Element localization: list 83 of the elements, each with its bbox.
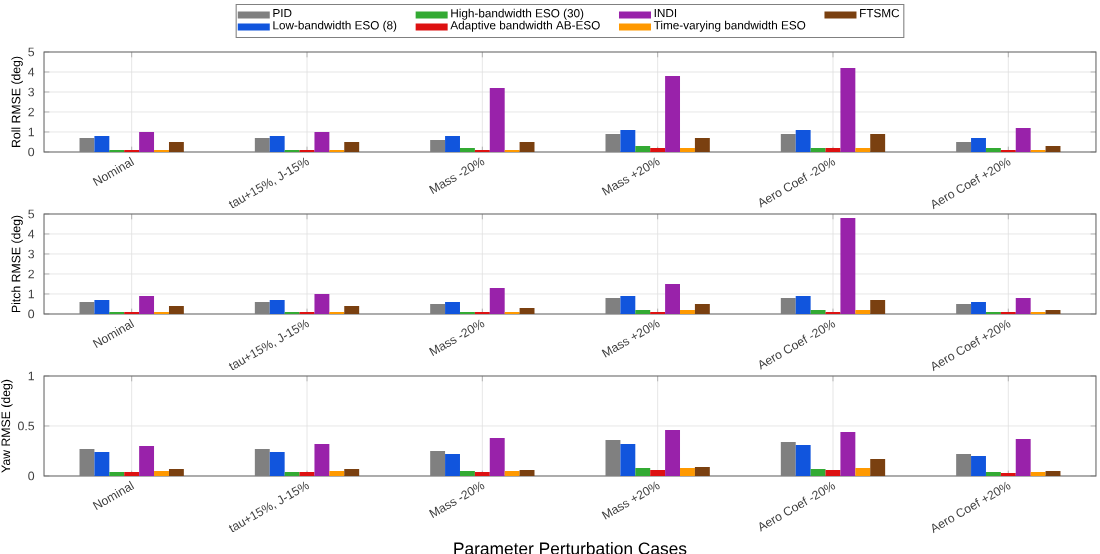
bar: [344, 141, 360, 152]
bar: [344, 468, 360, 476]
bar: [168, 305, 184, 314]
bar: [430, 450, 446, 476]
bar: [795, 444, 811, 476]
bar: [269, 299, 285, 314]
bar: [168, 468, 184, 476]
bar: [840, 67, 856, 152]
bar: [329, 470, 345, 476]
bar: [489, 87, 505, 152]
bar: [519, 469, 535, 476]
bar: [139, 131, 155, 152]
bar: [94, 451, 110, 476]
bar: [489, 287, 505, 314]
bar: [635, 467, 651, 476]
bar: [620, 443, 636, 476]
bar: [780, 133, 796, 152]
bar: [956, 141, 972, 152]
bar: [139, 295, 155, 314]
bar: [489, 437, 505, 476]
bar: [79, 448, 95, 476]
bar: [795, 295, 811, 314]
bar: [795, 129, 811, 152]
x-axis-title: Parameter Perturbation Cases: [454, 541, 687, 554]
bar: [430, 303, 446, 314]
bar: [344, 305, 360, 314]
bar: [1015, 438, 1031, 476]
bar: [780, 441, 796, 476]
bar: [1015, 127, 1031, 152]
bar: [445, 453, 460, 476]
bar: [1045, 145, 1061, 152]
bar: [694, 466, 710, 476]
bar: [665, 429, 681, 476]
bar: [79, 301, 95, 314]
bar: [94, 299, 110, 314]
bar: [855, 467, 871, 476]
bar: [139, 445, 155, 476]
bar: [840, 431, 856, 476]
bar: [694, 137, 710, 152]
bar: [956, 303, 972, 314]
bar: [605, 133, 621, 152]
bar: [605, 297, 621, 314]
bar: [620, 129, 636, 152]
bar: [665, 283, 681, 314]
bar: [971, 455, 986, 476]
bar: [314, 131, 330, 152]
bar: [254, 137, 270, 152]
bar: [519, 141, 535, 152]
bar: [459, 470, 475, 476]
bar: [635, 145, 651, 152]
bar: [254, 301, 270, 314]
bar: [269, 451, 285, 476]
bar: [1015, 297, 1031, 314]
bar: [519, 307, 535, 314]
bar: [605, 439, 621, 476]
bar: [445, 301, 460, 314]
bar: [79, 137, 95, 152]
bar: [504, 470, 520, 476]
bar: [314, 443, 330, 476]
bar: [620, 295, 636, 314]
bar: [254, 448, 270, 476]
bar: [870, 458, 886, 476]
bar: [269, 135, 285, 152]
bar: [956, 453, 972, 476]
bar: [445, 135, 460, 152]
bar: [870, 133, 886, 152]
bar: [168, 141, 184, 152]
bar: [825, 469, 841, 476]
bar: [665, 75, 681, 152]
bar: [154, 470, 169, 476]
bar: [314, 293, 330, 314]
bar: [810, 468, 826, 476]
bar: [430, 139, 446, 152]
bar: [870, 299, 886, 314]
bar: [94, 135, 110, 152]
bar: [971, 301, 986, 314]
bar: [971, 137, 986, 152]
bar: [680, 467, 695, 476]
bar: [650, 469, 666, 476]
bar: [840, 217, 856, 314]
bar: [694, 303, 710, 314]
bar: [1045, 470, 1061, 476]
bar: [780, 297, 796, 314]
